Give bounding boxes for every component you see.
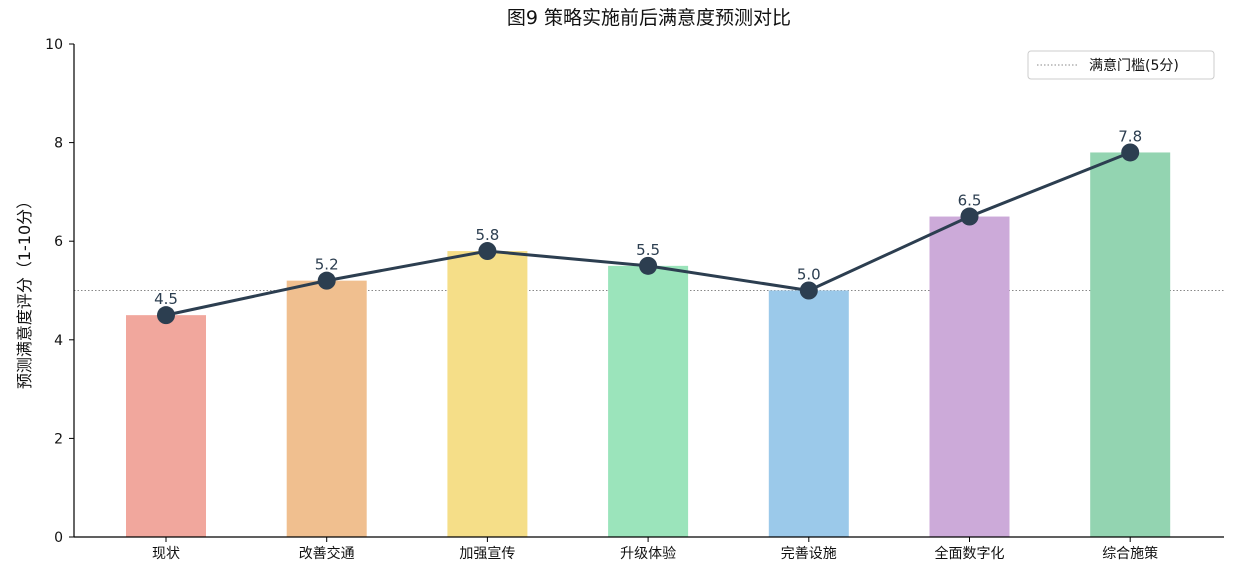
bar-3 [447, 251, 528, 537]
legend-threshold-label: 满意门槛(5分) [1089, 57, 1179, 74]
data-label-3: 5.8 [475, 226, 499, 244]
bar-1 [126, 315, 206, 537]
data-label-2: 5.2 [315, 256, 339, 274]
bar-4 [608, 265, 689, 537]
y-tick-label-0: 0 [54, 530, 63, 546]
axes: 0 2 4 6 8 10 现状 改善交通 加强宣传 升级体验 完善设施 全面数字化 综合施策 [45, 37, 1224, 562]
point-1 [157, 306, 175, 325]
y-tick-label-2: 4 [54, 333, 63, 349]
point-3 [478, 242, 497, 261]
x-tick-label-0: 现状 [152, 546, 180, 562]
x-tick-label-4: 完善设施 [781, 546, 837, 562]
point-5 [799, 281, 818, 300]
y-axis-label: 预测满意度评分（1-10分） [15, 193, 34, 389]
data-label-1: 4.5 [154, 290, 178, 308]
data-label-5: 5.0 [797, 266, 821, 284]
legend-box [1027, 50, 1215, 80]
legend: 满意门槛(5分) [1027, 50, 1215, 80]
y-tick-label-4: 8 [54, 136, 63, 152]
bar-2 [286, 280, 367, 537]
data-labels: 4.5 5.2 5.8 5.5 5.0 6.5 7.8 [154, 127, 1142, 308]
line-layer [157, 143, 1140, 325]
bar-5 [768, 290, 849, 537]
bars [126, 152, 1171, 538]
data-label-4: 5.5 [636, 241, 660, 259]
x-tick-label-5: 全面数字化 [935, 545, 1005, 562]
bar-7 [1090, 152, 1171, 537]
chart-title: 图9 策略实施前后满意度预测对比 [507, 7, 791, 29]
point-2 [317, 271, 336, 290]
data-label-6: 6.5 [958, 192, 982, 210]
y-tick-label-5: 10 [45, 37, 63, 53]
point-4 [639, 256, 658, 275]
x-tick-label-3: 升级体验 [620, 546, 676, 562]
x-tick-label-6: 综合施策 [1102, 545, 1158, 562]
x-tick-label-1: 改善交通 [299, 545, 355, 562]
bar-6 [929, 216, 1010, 538]
point-6 [960, 207, 979, 226]
y-tick-label-3: 6 [54, 234, 63, 250]
x-tick-label-2: 加强宣传 [459, 546, 515, 562]
point-7 [1121, 143, 1140, 162]
data-label-7: 7.8 [1118, 127, 1142, 145]
y-tick-label-1: 2 [54, 431, 63, 447]
